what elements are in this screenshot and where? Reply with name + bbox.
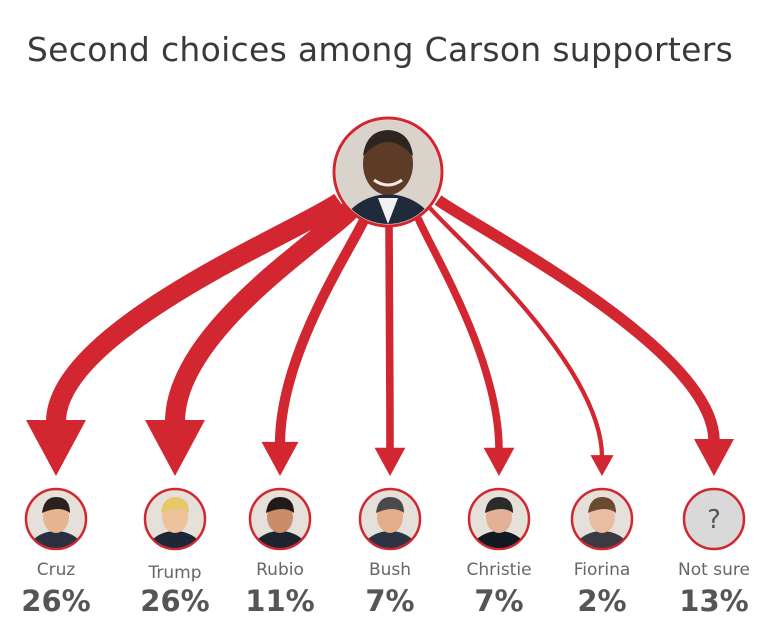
arrow-head-not-sure: [694, 439, 734, 476]
candidate-value-cruz: 26%: [21, 584, 90, 618]
arrow-head-trump: [145, 420, 205, 476]
not-sure-avatar: [682, 487, 746, 551]
chart-title: Second choices among Carson supporters: [26, 30, 734, 69]
candidate-name-fiorina: Fiorina: [574, 560, 631, 580]
question-mark-icon: ?: [707, 505, 721, 535]
candidate-name-rubio: Rubio: [256, 560, 304, 580]
candidate-value-christie: 7%: [474, 584, 523, 618]
candidate-rubio: Rubio 11%: [245, 487, 315, 618]
candidate-bush: Bush 7%: [358, 487, 422, 618]
candidate-value-not-sure: 13%: [679, 584, 748, 618]
candidate-name-trump: Trump: [147, 563, 201, 583]
candidate-fiorina: Fiorina 2%: [570, 487, 634, 618]
arrow-shaft-cruz: [46, 193, 346, 423]
arrow-head-cruz: [26, 420, 86, 476]
candidate-name-cruz: Cruz: [37, 560, 76, 580]
candidate-name-bush: Bush: [369, 560, 411, 580]
candidate-christie: Christie 7%: [466, 487, 532, 618]
arrow-head-bush: [374, 447, 406, 476]
candidate-value-fiorina: 2%: [577, 584, 626, 618]
arrow-shaft-fiorina: [428, 206, 605, 458]
candidate-not-sure: ? Not sure 13%: [678, 487, 750, 618]
candidate-value-rubio: 11%: [245, 584, 314, 618]
candidate-name-christie: Christie: [466, 560, 531, 580]
arrow-head-christie: [483, 447, 515, 476]
candidate-value-trump: 26%: [140, 584, 209, 618]
candidate-value-bush: 7%: [365, 584, 414, 618]
arrow-shaft-not-sure: [434, 195, 720, 442]
carson-portrait: [336, 120, 440, 224]
arrow-head-rubio: [261, 441, 299, 476]
candidate-name-not-sure: Not sure: [678, 560, 750, 580]
arrow-shaft-christie: [414, 216, 503, 450]
arrow-shaft-trump: [165, 201, 360, 423]
arrow-head-fiorina: [590, 455, 614, 476]
arrow-shaft-rubio: [274, 213, 371, 444]
candidate-cruz: Cruz 26%: [21, 487, 91, 618]
arrow-shaft-bush: [385, 223, 394, 450]
